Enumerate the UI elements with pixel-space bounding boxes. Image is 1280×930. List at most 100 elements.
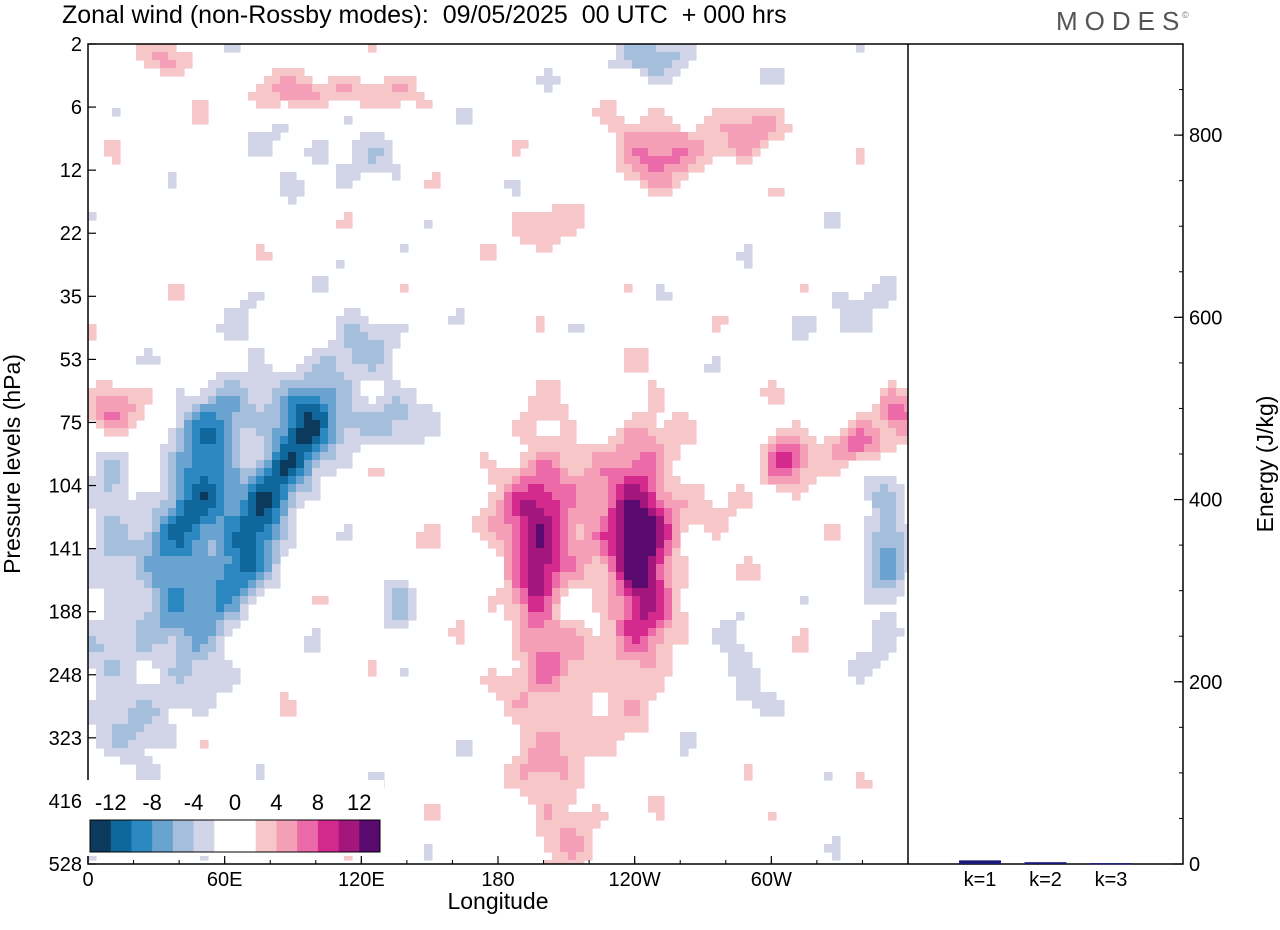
heatmap-cell xyxy=(584,516,593,525)
heatmap-cell xyxy=(344,348,353,357)
heatmap-cell xyxy=(304,356,313,365)
heatmap-cell xyxy=(872,500,881,509)
heatmap-cell xyxy=(632,420,641,429)
heatmap-cell xyxy=(328,372,337,381)
heatmap-cell xyxy=(240,612,249,621)
heatmap-cell xyxy=(120,628,129,637)
heatmap-cell xyxy=(528,636,537,645)
heatmap-cell xyxy=(360,92,369,101)
heatmap-cell xyxy=(104,588,113,597)
heatmap-cell xyxy=(232,508,241,517)
heatmap-cell xyxy=(608,452,617,461)
heatmap-cell xyxy=(648,684,657,693)
heatmap-cell xyxy=(512,500,521,509)
heatmap-cell xyxy=(360,420,369,429)
heatmap-cell xyxy=(216,428,225,437)
heatmap-cell xyxy=(600,812,609,821)
heatmap-cell xyxy=(656,644,665,653)
heatmap-cell xyxy=(872,556,881,565)
heatmap-cell xyxy=(688,428,697,437)
heatmap-cell xyxy=(216,532,225,541)
heatmap-cell xyxy=(680,44,689,53)
heatmap-cell xyxy=(904,420,908,429)
heatmap-cell xyxy=(712,356,721,365)
heatmap-cell xyxy=(120,676,129,685)
heatmap-cell xyxy=(232,500,241,509)
heatmap-cell xyxy=(168,180,177,189)
heatmap-cell xyxy=(496,532,505,541)
heatmap-cell xyxy=(664,444,673,453)
heatmap-cell xyxy=(160,508,169,517)
heatmap-cell xyxy=(640,628,649,637)
heatmap-cell xyxy=(640,348,649,357)
heatmap-cell xyxy=(664,500,673,509)
heatmap-cell xyxy=(888,548,897,557)
heatmap-cell xyxy=(864,524,873,533)
heatmap-cell xyxy=(248,516,257,525)
heatmap-cell xyxy=(96,660,105,669)
heatmap-cell xyxy=(160,708,169,717)
heatmap-cell xyxy=(312,140,321,149)
heatmap-cell xyxy=(848,668,857,677)
heatmap-cell xyxy=(352,156,361,165)
heatmap-cell xyxy=(528,468,537,477)
heatmap-cell xyxy=(536,524,545,533)
heatmap-cell xyxy=(88,492,97,501)
heatmap-cell xyxy=(248,564,257,573)
heatmap-cell xyxy=(488,684,497,693)
heatmap-cell xyxy=(424,532,433,541)
heatmap-cell xyxy=(312,100,321,109)
heatmap-cell xyxy=(128,748,137,757)
heatmap-cell xyxy=(400,244,409,253)
heatmap-cell xyxy=(888,412,897,421)
heatmap-cell xyxy=(624,148,633,157)
heatmap-cell xyxy=(568,700,577,709)
heatmap-cell xyxy=(272,428,281,437)
heatmap-cell xyxy=(896,548,905,557)
y-tick-label: 12 xyxy=(60,160,82,182)
heatmap-cell xyxy=(144,60,153,69)
heatmap-cell xyxy=(632,564,641,573)
heatmap-cell xyxy=(872,284,881,293)
heatmap-cell xyxy=(160,52,169,61)
heatmap-cell xyxy=(640,412,649,421)
heatmap-cell xyxy=(880,652,889,661)
heatmap-cell xyxy=(240,564,249,573)
heatmap-cell xyxy=(568,692,577,701)
heatmap-cell xyxy=(176,676,185,685)
heatmap-cell xyxy=(144,628,153,637)
heatmap-cell xyxy=(832,300,841,309)
colorbar-swatch xyxy=(338,820,360,852)
heatmap-cell xyxy=(640,500,649,509)
heatmap-cell xyxy=(744,684,753,693)
heatmap-cell xyxy=(576,724,585,733)
heatmap-cell xyxy=(808,436,817,445)
heatmap-cell xyxy=(664,556,673,565)
heatmap-cell xyxy=(888,556,897,565)
heatmap-cell xyxy=(824,772,833,781)
heatmap-cell xyxy=(224,452,233,461)
heatmap-cell xyxy=(200,556,209,565)
heatmap-cell xyxy=(760,692,769,701)
heatmap-cell xyxy=(800,436,809,445)
heatmap-cell xyxy=(624,652,633,661)
heatmap-cell xyxy=(104,708,113,717)
heatmap-cell xyxy=(696,156,705,165)
heatmap-cell xyxy=(504,524,513,533)
heatmap-cell xyxy=(872,572,881,581)
heatmap-cell xyxy=(552,492,561,501)
heatmap-cell xyxy=(376,140,385,149)
heatmap-cell xyxy=(664,420,673,429)
heatmap-cell xyxy=(120,428,129,437)
heatmap-cell xyxy=(632,412,641,421)
heatmap-cell xyxy=(248,548,257,557)
heatmap-cell xyxy=(288,180,297,189)
heatmap-cell xyxy=(672,140,681,149)
heatmap-cell xyxy=(776,124,785,133)
heatmap-cell xyxy=(640,124,649,133)
heatmap-cell xyxy=(136,572,145,581)
heatmap-cell xyxy=(544,636,553,645)
heatmap-cell xyxy=(544,564,553,573)
heatmap-cell xyxy=(576,476,585,485)
heatmap-cell xyxy=(168,68,177,77)
